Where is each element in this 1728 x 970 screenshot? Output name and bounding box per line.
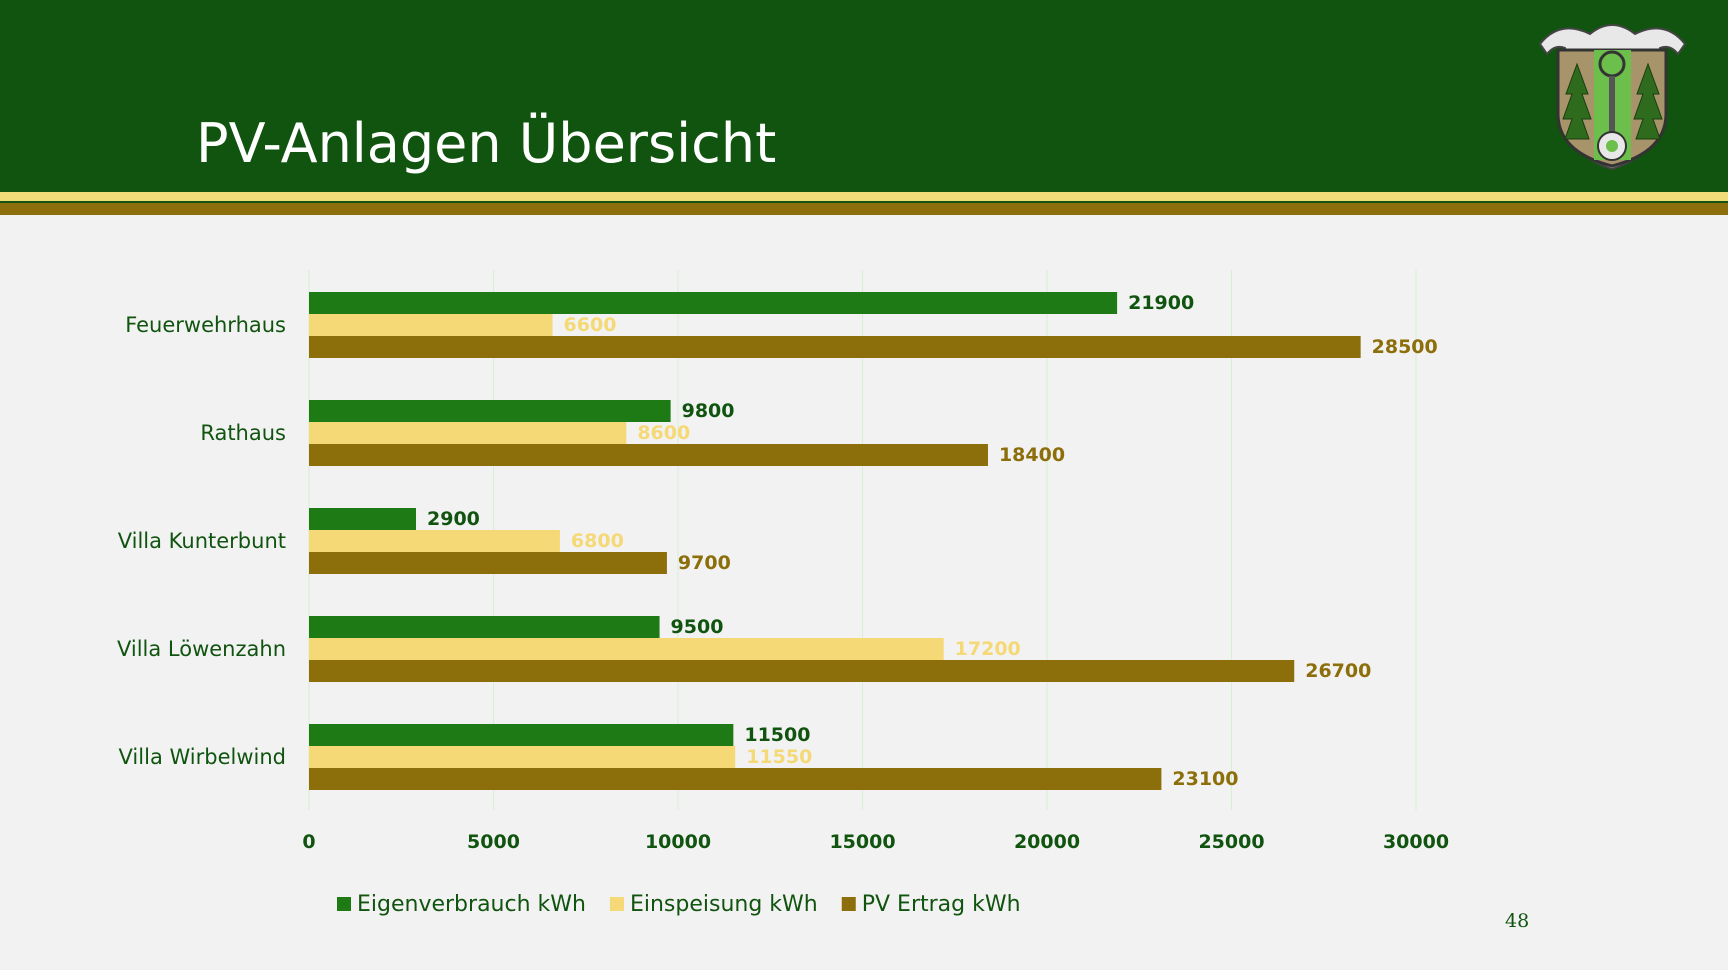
bar [309, 746, 736, 768]
legend-swatch [609, 897, 624, 911]
bar [309, 508, 417, 530]
page-number: 48 [1505, 910, 1530, 932]
bar [309, 292, 1118, 314]
data-label: 11500 [744, 724, 810, 746]
bar [309, 638, 944, 660]
bar [309, 724, 734, 746]
slide-title: PV-Anlagen Übersicht [196, 112, 777, 175]
x-tick-label: 5000 [467, 831, 520, 853]
data-label: 23100 [1172, 768, 1238, 790]
category-label: Feuerwehrhaus [125, 313, 286, 337]
data-label: 9700 [678, 552, 731, 574]
slide-header [0, 0, 1728, 192]
category-label: Villa Kunterbunt [118, 529, 286, 553]
data-label: 18400 [999, 444, 1065, 466]
data-label: 6600 [564, 314, 617, 336]
bar [309, 552, 667, 574]
data-label: 17200 [955, 638, 1021, 660]
data-label: 11550 [746, 746, 812, 768]
bar [309, 660, 1295, 682]
header-stripe-dark [0, 203, 1728, 215]
category-label: Villa Löwenzahn [117, 637, 286, 661]
data-label: 8600 [637, 422, 690, 444]
legend-swatch [337, 897, 351, 911]
legend-label: Einspeisung kWh [630, 892, 818, 917]
bar [309, 530, 560, 552]
legend-label: Eigenverbrauch kWh [357, 892, 586, 917]
x-tick-label: 15000 [829, 831, 895, 853]
data-label: 28500 [1372, 336, 1438, 358]
bar [309, 422, 627, 444]
data-label: 6800 [571, 530, 624, 552]
x-tick-label: 0 [302, 831, 315, 853]
header-stripe-light [0, 192, 1728, 201]
x-tick-label: 10000 [645, 831, 711, 853]
header-stripe-mid [0, 201, 1728, 203]
category-label: Rathaus [200, 421, 286, 445]
data-label: 9500 [671, 616, 724, 638]
legend-label: PV Ertrag kWh [862, 892, 1021, 917]
data-label: 26700 [1305, 660, 1371, 682]
bar [309, 768, 1162, 790]
data-label: 21900 [1128, 292, 1194, 314]
coat-of-arms-icon [1538, 24, 1687, 171]
bar [309, 314, 553, 336]
bar [309, 616, 660, 638]
legend-swatch [841, 897, 856, 911]
x-tick-label: 25000 [1198, 831, 1264, 853]
data-label: 9800 [682, 400, 735, 422]
bar [309, 444, 988, 466]
bar [309, 336, 1361, 358]
data-label: 2900 [427, 508, 480, 530]
x-tick-label: 30000 [1383, 831, 1449, 853]
category-label: Villa Wirbelwind [119, 745, 286, 769]
bar [309, 400, 671, 422]
x-tick-label: 20000 [1014, 831, 1080, 853]
